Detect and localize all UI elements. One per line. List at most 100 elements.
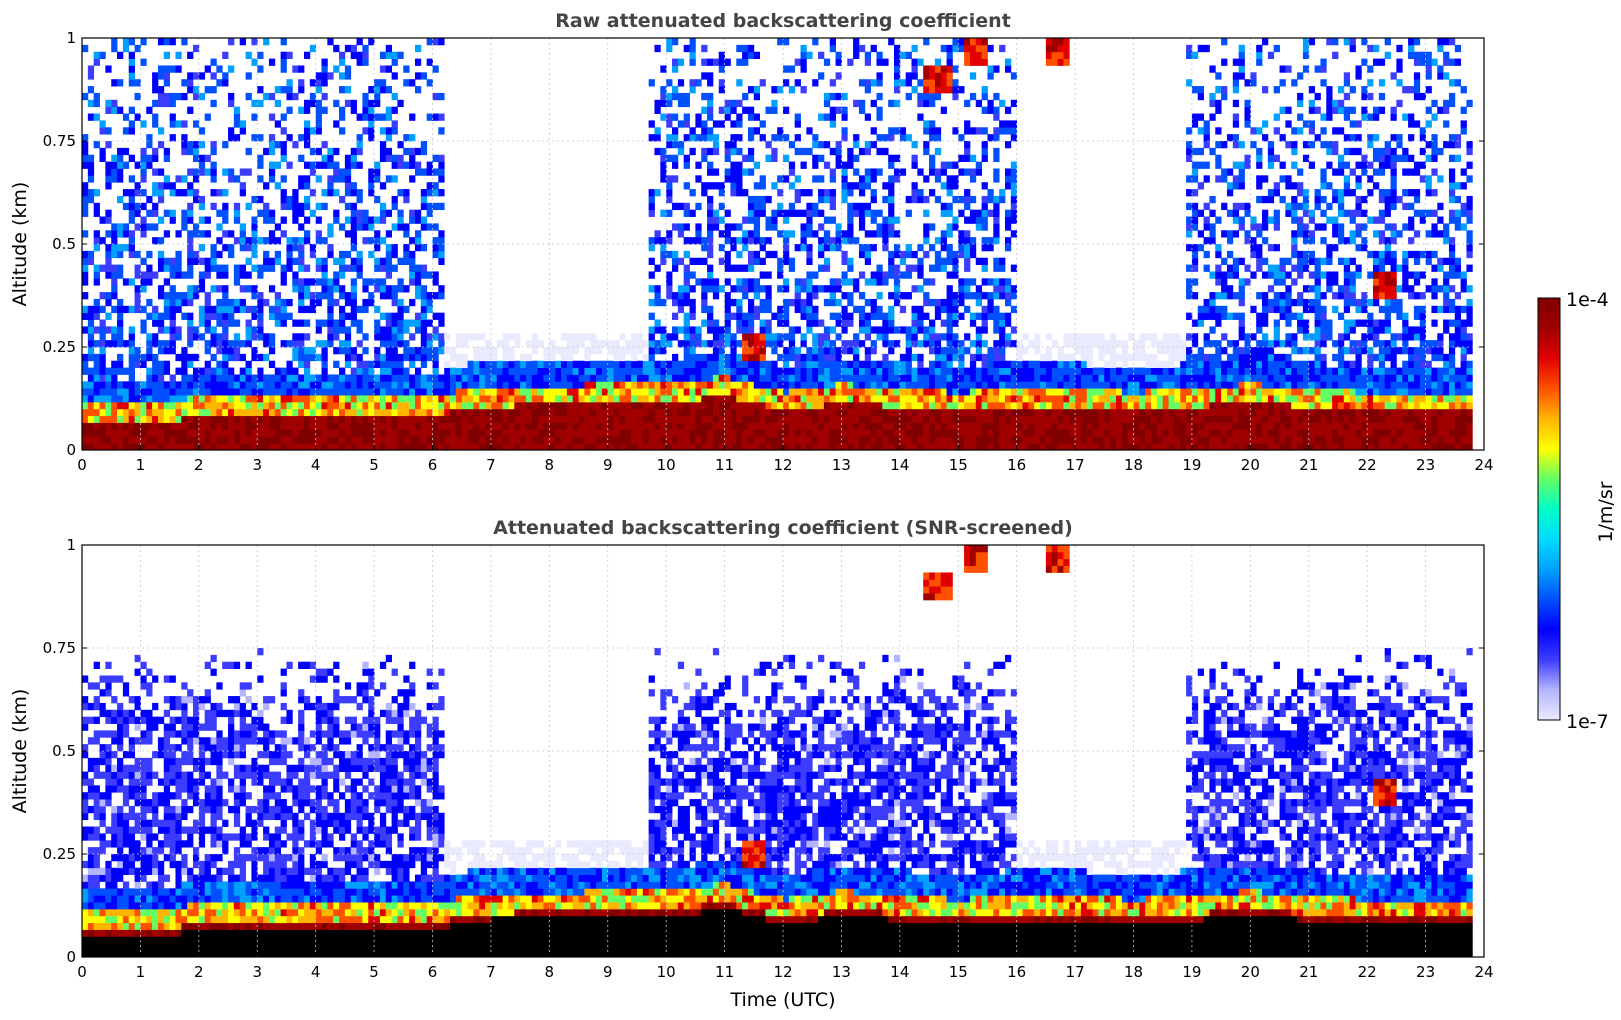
heatmap-cell (747, 298, 755, 307)
heatmap-cell (607, 401, 614, 410)
heatmap-cell (911, 264, 918, 272)
heatmap-cell (829, 202, 836, 211)
heatmap-cell (169, 292, 176, 300)
heatmap-cell (853, 429, 860, 437)
heatmap-cell (210, 436, 217, 444)
heatmap-cell (788, 422, 796, 430)
heatmap-cell (321, 388, 328, 396)
heatmap-cell (169, 333, 176, 341)
heatmap-cell (233, 333, 241, 341)
heatmap-cell (409, 422, 416, 430)
heatmap-cell (117, 298, 124, 307)
heatmap-cell (222, 209, 229, 217)
heatmap-cell (245, 147, 252, 156)
heatmap-cell (82, 134, 89, 142)
heatmap-cell (251, 264, 258, 272)
heatmap-cell (128, 353, 135, 362)
heatmap-cell (934, 367, 942, 375)
heatmap-cell (1051, 51, 1058, 59)
heatmap-cell (99, 429, 106, 437)
heatmap-cell (455, 388, 463, 396)
heatmap-cell (350, 44, 357, 53)
heatmap-cell (385, 175, 393, 183)
heatmap-cell (525, 415, 533, 423)
heatmap-cell (800, 374, 807, 382)
heatmap-cell (993, 216, 1000, 224)
heatmap-cell (905, 51, 912, 59)
heatmap-cell (117, 51, 124, 59)
heatmap-cell (146, 443, 153, 450)
heatmap-cell (987, 305, 994, 314)
heatmap-cell (783, 175, 790, 183)
heatmap-cell (806, 230, 813, 238)
heatmap-cell (1045, 401, 1053, 410)
heatmap-cell (152, 415, 159, 423)
heatmap-cell (192, 86, 200, 94)
heatmap-cell (969, 360, 977, 368)
heatmap-cell (93, 353, 100, 362)
heatmap-cell (940, 182, 947, 190)
heatmap-cell (888, 250, 895, 259)
heatmap-cell (666, 374, 673, 382)
heatmap-cell (420, 216, 428, 224)
heatmap-cell (929, 367, 936, 375)
heatmap-cell (93, 271, 100, 279)
heatmap-cell (204, 292, 211, 300)
heatmap-cell (771, 106, 778, 114)
heatmap-cell (391, 51, 398, 59)
heatmap-cell (111, 175, 118, 183)
heatmap-cell (823, 360, 831, 368)
heatmap-cell (99, 408, 106, 417)
heatmap-cell (1051, 374, 1058, 382)
heatmap-cell (660, 113, 667, 121)
heatmap-cell (432, 202, 439, 211)
heatmap-cell (391, 250, 398, 259)
heatmap-cell (286, 429, 293, 437)
heatmap-cell (923, 395, 930, 403)
heatmap-cell (1028, 367, 1035, 375)
heatmap-cell (929, 374, 936, 382)
heatmap-cell (315, 298, 322, 307)
heatmap-cell (864, 244, 872, 252)
heatmap-cell (858, 271, 866, 279)
heatmap-cell (210, 401, 217, 410)
heatmap-cell (853, 333, 860, 341)
heatmap-cell (660, 99, 667, 108)
heatmap-cell (1016, 353, 1023, 362)
heatmap-cell (964, 415, 971, 423)
heatmap-cell (882, 367, 889, 375)
heatmap-cell (1040, 429, 1047, 437)
heatmap-cell (187, 353, 194, 362)
heatmap-cell (368, 127, 375, 135)
heatmap-cell (233, 429, 241, 437)
heatmap-cell (403, 326, 410, 334)
heatmap-cell (672, 326, 679, 334)
heatmap-cell (999, 353, 1006, 362)
heatmap-cell (163, 298, 171, 307)
heatmap-cell (397, 401, 404, 410)
heatmap-cell (315, 216, 322, 224)
heatmap-cell (181, 298, 188, 307)
heatmap-cell (677, 360, 685, 368)
heatmap-cell (736, 278, 743, 286)
heatmap-cell (975, 168, 983, 176)
heatmap-cell (327, 436, 334, 444)
heatmap-cell (181, 443, 188, 450)
heatmap-cell (847, 319, 854, 327)
heatmap-cell (122, 278, 130, 286)
heatmap-cell (1016, 408, 1023, 417)
heatmap-cell (414, 415, 422, 423)
heatmap-cell (549, 443, 556, 450)
heatmap-cell (712, 333, 720, 341)
heatmap-cell (1010, 209, 1018, 217)
heatmap-cell (192, 367, 200, 375)
heatmap-cell (397, 333, 404, 341)
heatmap-cell (385, 443, 393, 450)
heatmap-cell (420, 381, 428, 389)
heatmap-cell (298, 298, 305, 307)
heatmap-cell (853, 408, 860, 417)
heatmap-cell (216, 65, 223, 73)
heatmap-cell (800, 58, 807, 66)
heatmap-cell (794, 353, 801, 362)
heatmap-cell (496, 408, 503, 417)
